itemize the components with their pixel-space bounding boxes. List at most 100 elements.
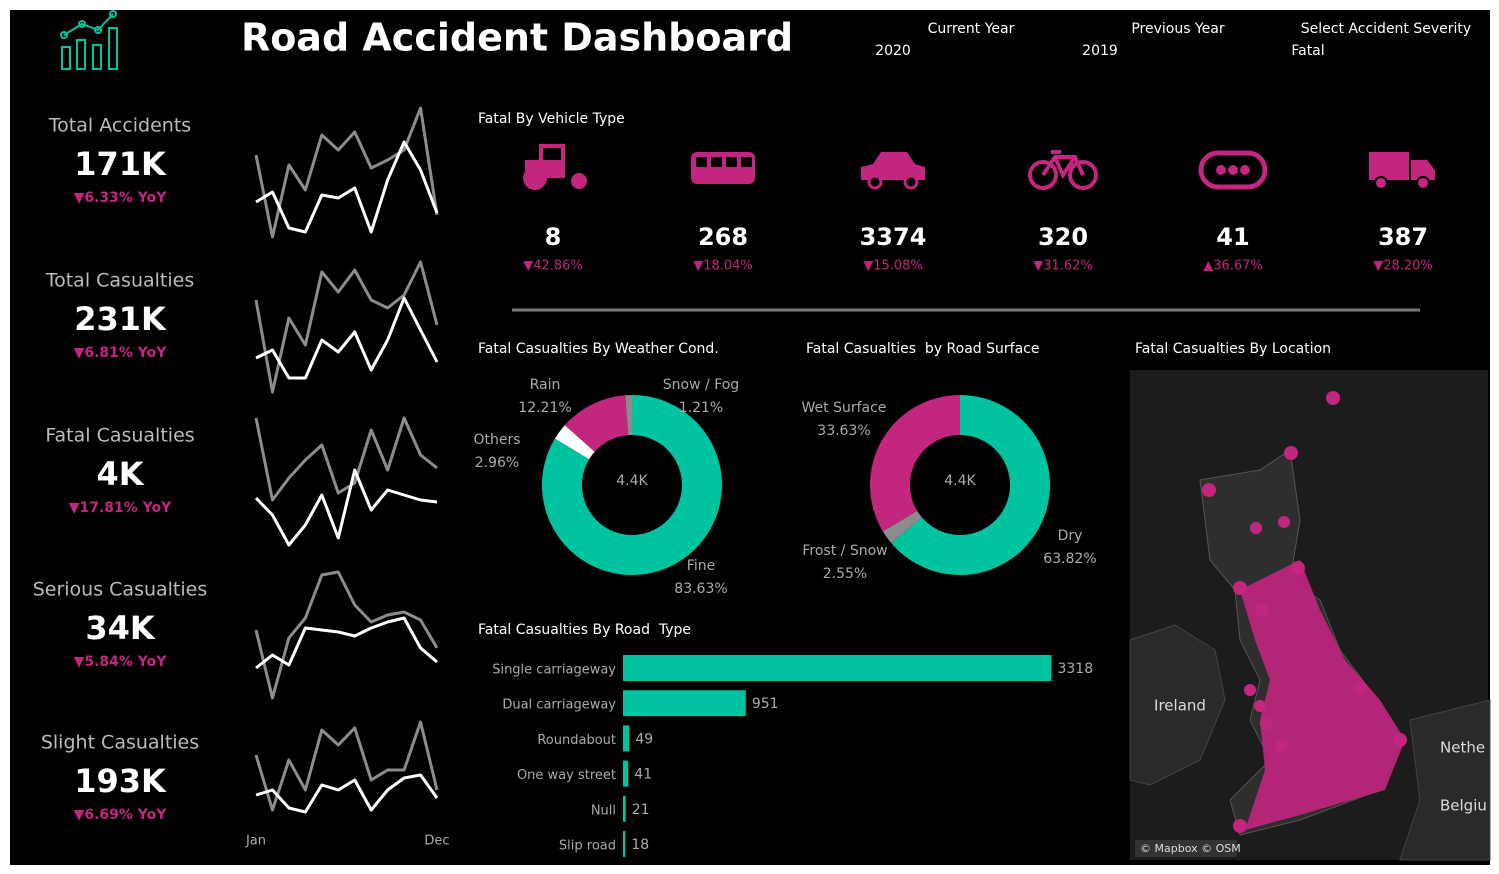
map-label: Belgiu	[1440, 797, 1487, 815]
title: Road Accident Dashboard	[241, 16, 793, 60]
bar	[623, 760, 629, 787]
kpi-change: ▼6.69% YoY	[74, 807, 168, 823]
kpi-label: Total Casualties	[45, 270, 195, 292]
bar	[623, 655, 1052, 681]
sparkline	[254, 416, 438, 502]
slice-label: Dry	[1058, 528, 1083, 544]
sparkline	[254, 570, 439, 700]
kpi-value: 171K	[74, 145, 167, 183]
y-tick-label: Roundabout	[537, 733, 616, 748]
vehicle-change: ▼28.20%	[1373, 259, 1433, 274]
vehicle-value: 268	[698, 223, 748, 251]
vehicle-value: 387	[1378, 223, 1428, 251]
vehicle-change: ▼31.62%	[1033, 259, 1093, 274]
map-panel	[1129, 370, 1491, 861]
donut-slice	[882, 510, 922, 544]
kpi-value: 4K	[96, 455, 144, 493]
vehicle-change: ▲36.67%	[1203, 259, 1263, 274]
bar-label: 18	[631, 837, 649, 853]
slice-label: Wet Surface	[802, 400, 887, 416]
attribution-bg	[1135, 840, 1237, 857]
bar	[623, 725, 630, 752]
bar	[623, 831, 626, 857]
vehicle-icon	[1068, 160, 1098, 190]
vehicle-icon	[1240, 165, 1250, 175]
vehicle-icon	[696, 157, 707, 167]
vehicle-icon	[711, 157, 722, 167]
vehicle-value: 3374	[860, 223, 927, 251]
bar-label: 41	[634, 767, 652, 783]
sparkline	[255, 140, 439, 234]
vehicle-icon	[726, 157, 737, 167]
filter-value: 2019	[1082, 43, 1118, 59]
filter-value: 2020	[875, 43, 911, 59]
chart-title: Fatal Casualties By Road Type	[478, 622, 691, 638]
vehicle-change: ▼15.08%	[863, 259, 923, 274]
vehicle-icon	[691, 152, 755, 184]
x-tick-label: Jan	[245, 834, 266, 849]
y-tick-label: Slip road	[559, 839, 616, 854]
vehicle-icon	[1369, 152, 1409, 180]
kpi-value: 193K	[74, 762, 167, 800]
slice-value: 12.21%	[518, 400, 571, 416]
donut-slice	[870, 395, 960, 532]
map-label: Ireland	[1154, 697, 1206, 715]
bar	[623, 795, 626, 822]
vehicle-value: 41	[1216, 223, 1249, 251]
logo	[60, 10, 118, 70]
kpi-label: Serious Casualties	[33, 579, 208, 601]
slice-value: 1.21%	[679, 400, 723, 416]
donut-slice	[891, 395, 1051, 575]
kpi-label: Total Accidents	[48, 115, 191, 137]
vehicle-icon	[539, 144, 565, 164]
kpi-label: Fatal Casualties	[45, 425, 194, 447]
kpi-change: ▼17.81% YoY	[69, 500, 172, 516]
slice-label: Fine	[687, 558, 715, 574]
slice-value: 2.55%	[823, 566, 867, 582]
vehicle-icon	[867, 174, 883, 190]
filter-label: Current Year	[928, 21, 1015, 37]
y-tick-label: One way street	[517, 768, 616, 783]
kpi-value: 34K	[85, 609, 156, 647]
sparkline	[255, 296, 439, 380]
vehicle-icon	[1216, 165, 1226, 175]
map-label: Nethe	[1440, 739, 1485, 757]
slice-value: 2.96%	[475, 455, 519, 471]
attribution: © Mapbox © OSM	[1140, 842, 1241, 855]
vehicle-icon	[1416, 176, 1430, 190]
slice-label: Others	[473, 432, 520, 448]
slice-value: 33.63%	[817, 423, 870, 439]
y-tick-label: Null	[591, 803, 616, 818]
sparkline	[254, 260, 439, 394]
bar-label: 21	[632, 802, 650, 818]
kpi-value: 231K	[74, 300, 167, 338]
kpi-change: ▼5.84% YoY	[74, 654, 168, 670]
vehicle-icon	[1028, 160, 1058, 190]
sparkline	[254, 468, 438, 547]
vehicle-icon	[523, 166, 547, 190]
vehicle-icon	[1041, 150, 1085, 180]
x-tick-label: Dec	[424, 834, 449, 849]
vehicle-change: ▼42.86%	[523, 259, 583, 274]
sparkline	[255, 773, 439, 814]
donut-center: 4.4K	[616, 473, 648, 489]
slice-label: Frost / Snow	[802, 543, 887, 559]
vehicle-change: ▼18.04%	[693, 259, 753, 274]
vehicle-icon	[1228, 165, 1238, 175]
donut-slice	[564, 395, 629, 452]
bar	[623, 690, 746, 717]
bar-label: 951	[752, 696, 779, 712]
donut-slice	[554, 425, 595, 460]
filter-label: Select Accident Severity	[1301, 21, 1471, 37]
filter-value: Fatal	[1291, 43, 1324, 59]
sparkline	[254, 106, 439, 239]
chart-title: Fatal Casualties By Weather Cond.	[478, 341, 719, 357]
vehicle-icon	[1374, 176, 1388, 190]
slice-value: 83.63%	[674, 581, 727, 597]
vehicle-icon	[741, 157, 752, 167]
chart-title: Fatal Casualties By Location	[1135, 341, 1331, 357]
vehicle-icon	[1411, 160, 1435, 180]
y-tick-label: Dual carriageway	[502, 698, 616, 713]
vehicle-value: 320	[1038, 223, 1088, 251]
